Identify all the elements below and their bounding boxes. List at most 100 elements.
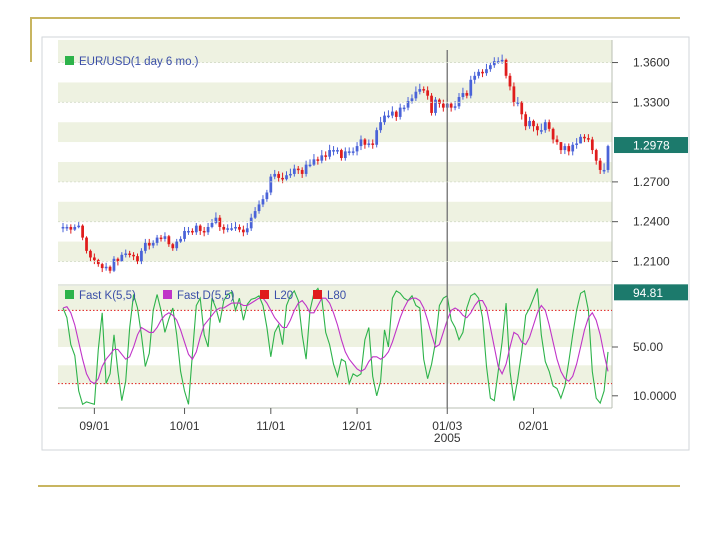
candle-body [65, 226, 69, 229]
candle-body [108, 266, 112, 271]
candle-body [355, 146, 359, 152]
slide-left-rule [30, 17, 32, 62]
candle-body [371, 143, 375, 145]
candle-body [202, 230, 206, 233]
candle-body [563, 146, 567, 151]
oscillator-tick-label: 10.0000 [633, 389, 677, 403]
candle-body [438, 99, 441, 104]
candle-body [289, 173, 292, 176]
upper-band [58, 40, 612, 63]
fast-d-line [62, 297, 609, 385]
candle-body [575, 143, 579, 145]
price-legend: EUR/USD(1 day 6 mo.) [65, 56, 199, 68]
candle-body [61, 226, 65, 229]
upper-band [58, 82, 612, 103]
candle-body [551, 128, 555, 140]
l20-swatch [260, 290, 269, 299]
candle-body [253, 211, 257, 218]
candle-body [320, 155, 324, 161]
candle-body [363, 139, 367, 145]
price-tick-label: 1.3600 [633, 56, 670, 70]
candle-body [116, 258, 120, 262]
candle-body [155, 237, 159, 243]
upper-band [58, 122, 612, 143]
candle-body [183, 230, 186, 239]
lower-band [58, 347, 612, 366]
candle-body [477, 71, 480, 76]
price-tick-label: 1.2100 [633, 254, 670, 268]
upper-band [58, 261, 612, 284]
upper-band [58, 181, 612, 202]
l20-label: L20 [274, 290, 293, 302]
candle-body [332, 150, 335, 152]
candle-body [453, 106, 457, 108]
oscillator-legend: Fast K(5,5) Fast D(5,5) L20 L80 [65, 290, 346, 302]
candle-body [245, 228, 249, 233]
price-tick-label: 1.2400 [633, 215, 670, 229]
candle-body [379, 122, 382, 131]
candle-body [226, 228, 230, 230]
upper-band [58, 102, 612, 123]
candle-body [96, 260, 100, 265]
candle-body [594, 150, 598, 161]
candle-body [312, 159, 316, 165]
upper-band [58, 162, 612, 182]
date-tick-sublabel: 2005 [434, 431, 461, 445]
candle-body [175, 241, 179, 249]
candle-body [324, 155, 328, 157]
last-price-box [614, 137, 688, 154]
candle-body [194, 225, 198, 233]
candle-body [124, 253, 128, 255]
date-tick-label: 09/01 [79, 419, 109, 433]
candle-body [351, 151, 355, 153]
stochastic-reference-lines [58, 309, 612, 385]
l80-label: L80 [327, 290, 346, 302]
candle-body [292, 168, 296, 174]
date-tick-label: 10/01 [170, 419, 200, 433]
candle-body [587, 138, 590, 140]
oscillator-tick-label: 50.00 [633, 340, 663, 354]
candle-body [81, 225, 84, 238]
candle-body [449, 103, 453, 108]
candle-body [590, 139, 594, 151]
candle-body [520, 102, 524, 115]
candle-body [234, 226, 237, 229]
candle-body [230, 228, 233, 230]
candle-body [528, 120, 531, 127]
candle-body [112, 258, 116, 271]
candle-body [222, 226, 226, 230]
lower-panel-bands [58, 286, 612, 408]
candle-body [167, 236, 171, 245]
candle-body [241, 229, 245, 233]
candle-body [100, 264, 104, 269]
candle-body [481, 71, 484, 74]
candle-body [343, 151, 347, 159]
fast-k-swatch [65, 290, 74, 299]
candle-body [492, 61, 496, 66]
candle-body [441, 103, 445, 108]
candle-body [336, 150, 339, 152]
candle-body [469, 79, 473, 96]
candle-body [132, 254, 135, 257]
candle-body [367, 143, 371, 145]
candle-body [214, 217, 218, 223]
candle-body [269, 176, 273, 193]
candle-body [532, 120, 535, 127]
candle-body [387, 115, 390, 118]
candle-body [206, 226, 210, 233]
lower-band [58, 328, 612, 347]
date-tick-label: 12/01 [342, 419, 372, 433]
candle-body [465, 93, 469, 96]
candle-body [583, 136, 586, 139]
date-tick-label: 02/01 [518, 419, 548, 433]
candle-body [394, 111, 398, 117]
candle-body [473, 75, 477, 80]
candle-body [457, 97, 461, 107]
candle-body [430, 95, 433, 113]
candle-body [89, 250, 92, 258]
candle-body [504, 59, 508, 76]
upper-band [58, 142, 612, 162]
candle-body [359, 139, 363, 147]
candle-body [120, 254, 124, 262]
candle-body [508, 75, 512, 87]
